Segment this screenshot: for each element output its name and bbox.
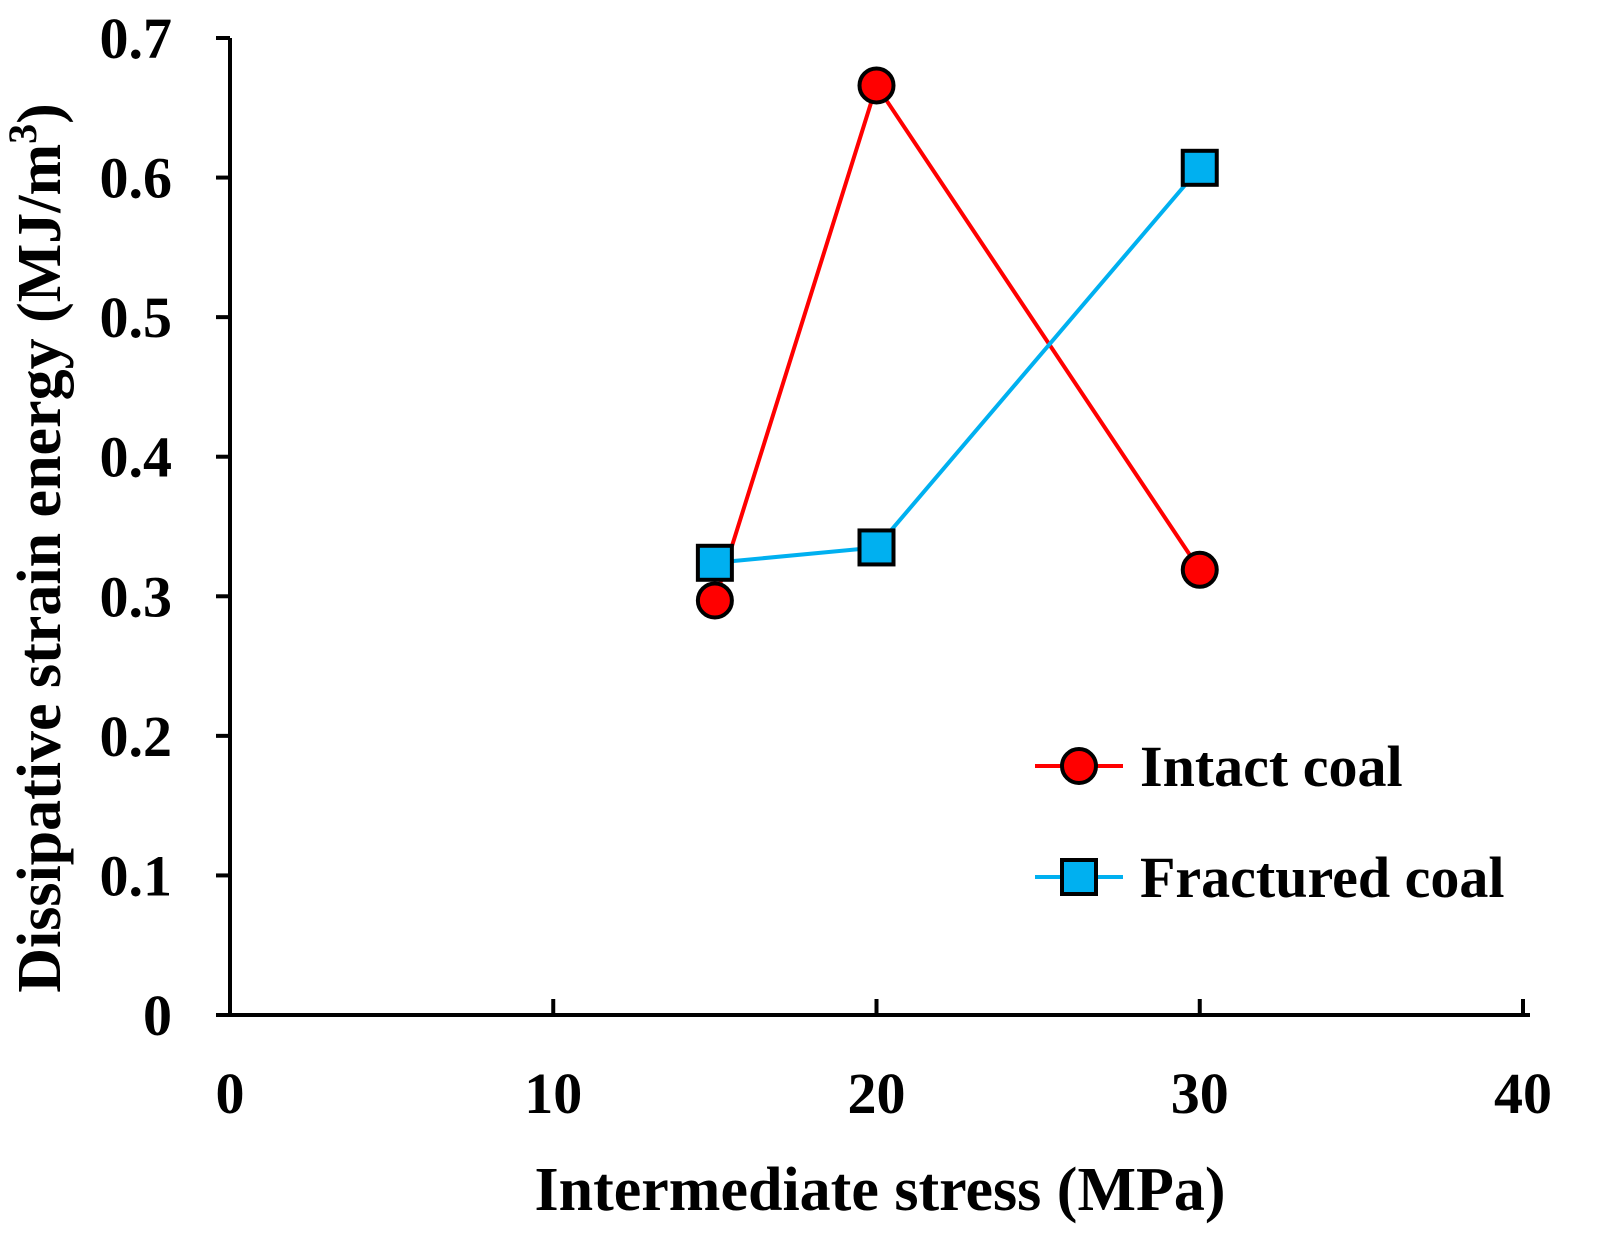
legend-item: Fractured coal [1035,845,1505,910]
y-axis-title-sup: 3 [0,124,45,144]
data-point [1180,550,1219,589]
y-axis-title-end: ) [6,103,74,124]
data-point [695,543,734,582]
y-axis-title-main: Dissipative strain energy (MJ/m [6,144,74,993]
x-ticks: 0 10 20 30 40 [216,999,1552,1126]
legend: Intact coal Fractured coal [1035,734,1505,910]
data-point [857,528,896,567]
x-axis-title: Intermediate stress (MPa) [535,1156,1226,1224]
y-tick-label: 0.7 [100,6,173,71]
y-tick-label: 0 [143,983,172,1048]
x-tick-label: 0 [216,1061,245,1126]
y-axis-title: Dissipative strain energy (MJ/m3) [0,103,74,993]
x-tick-label: 40 [1494,1061,1552,1126]
x-tick-label: 30 [1171,1061,1229,1126]
legend-item: Intact coal [1035,734,1403,799]
y-tick-label: 0.1 [100,843,173,908]
data-point [857,66,896,105]
series-fractured-coal [695,148,1219,582]
legend-label: Fractured coal [1140,845,1505,910]
series-layer [695,66,1219,620]
plot-area: 0 0.1 0.2 0.3 0.4 0.5 0.6 0.7 0 10 20 30 40 [100,6,1553,1126]
x-tick-label: 20 [848,1061,906,1126]
data-point [695,581,734,620]
legend-label: Intact coal [1140,734,1403,799]
data-point [1180,148,1219,187]
y-tick-label: 0.5 [100,285,173,350]
series-line [712,80,1202,602]
y-tick-label: 0.4 [100,425,173,490]
y-ticks: 0 0.1 0.2 0.3 0.4 0.5 0.6 0.7 [100,6,230,1048]
y-tick-label: 0.3 [100,564,173,629]
y-tick-label: 0.2 [100,704,173,769]
legend-marker [1060,747,1098,785]
y-tick-label: 0.6 [100,146,173,211]
series-intact-coal [695,66,1219,620]
x-tick-label: 10 [524,1061,582,1126]
legend-marker [1060,858,1098,896]
